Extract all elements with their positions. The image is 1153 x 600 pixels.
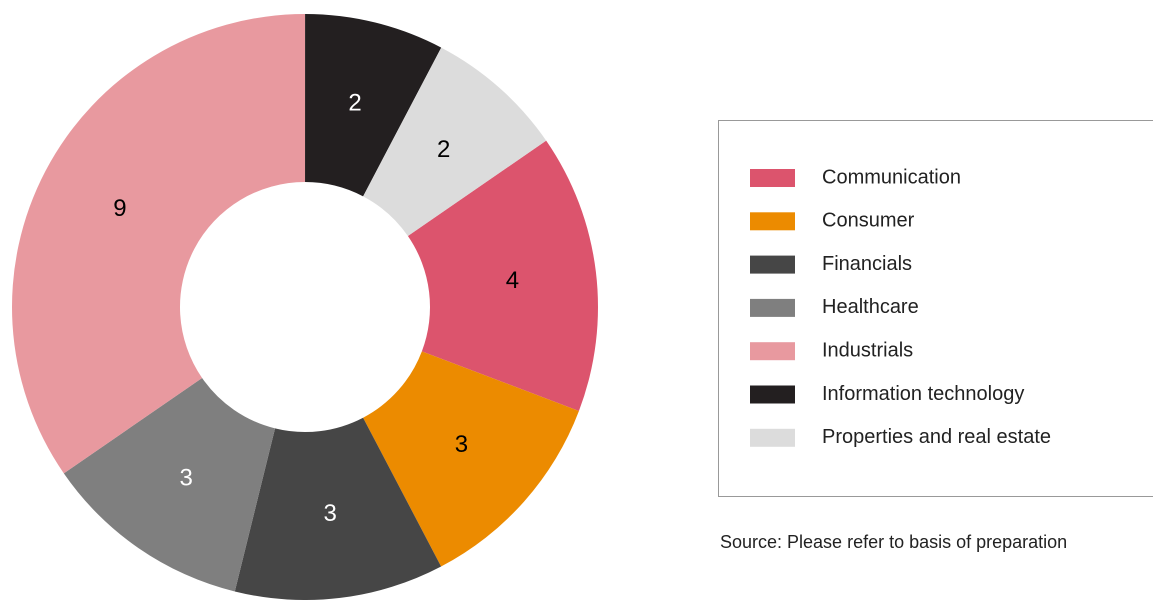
legend-label: Industrials xyxy=(822,339,913,361)
source-note: Source: Please refer to basis of prepara… xyxy=(720,532,1068,552)
legend-swatch xyxy=(750,169,795,187)
legend-swatch xyxy=(750,298,795,317)
donut-slice xyxy=(407,140,598,411)
donut-slice xyxy=(363,351,579,567)
legend-label: Healthcare xyxy=(822,296,919,318)
legend-label: Communication xyxy=(822,166,961,188)
slice-label: 2 xyxy=(348,89,361,116)
donut-slice xyxy=(363,47,547,237)
slice-label: 3 xyxy=(455,431,468,458)
donut-slice xyxy=(12,14,306,474)
legend-label: Properties and real estate xyxy=(822,426,1051,448)
donut-slice xyxy=(63,377,276,592)
legend-label: Information technology xyxy=(822,383,1024,405)
donut-slice xyxy=(305,14,442,197)
legend-label: Consumer xyxy=(822,210,915,232)
legend-swatch xyxy=(750,385,795,404)
legend-swatch xyxy=(750,428,795,447)
legend-swatch xyxy=(750,342,795,361)
legend-swatch xyxy=(750,212,795,231)
slice-label: 4 xyxy=(506,267,519,294)
slice-label: 9 xyxy=(113,195,126,222)
slice-label: 2 xyxy=(437,136,450,163)
donut-slice xyxy=(234,417,442,600)
slice-label: 3 xyxy=(180,464,193,491)
legend-box xyxy=(718,120,1153,497)
slice-label: 3 xyxy=(323,500,336,527)
legend-label: Financials xyxy=(822,253,912,275)
legend-swatch xyxy=(750,255,795,274)
